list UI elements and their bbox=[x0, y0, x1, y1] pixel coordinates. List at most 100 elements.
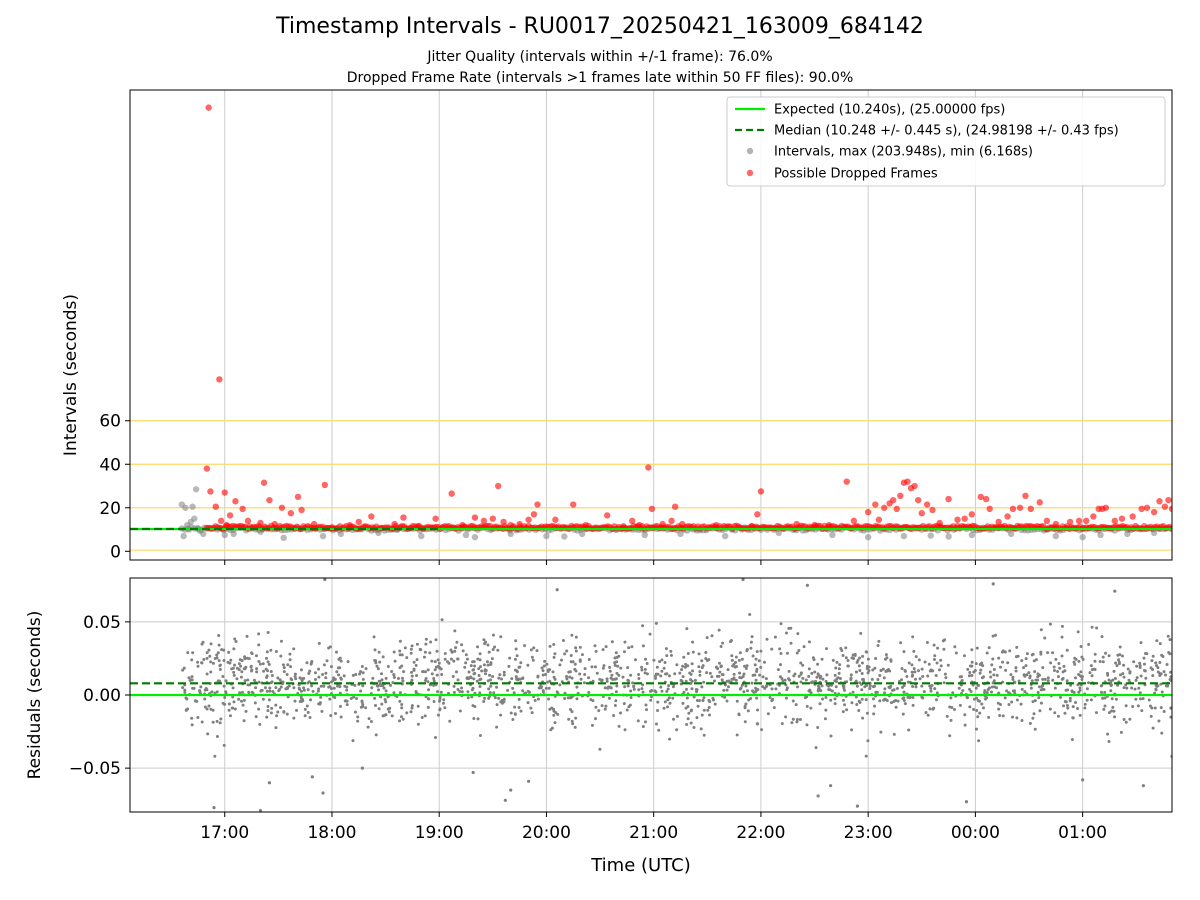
residual-point bbox=[434, 638, 438, 642]
residual-point bbox=[1156, 670, 1160, 674]
residual-point bbox=[353, 710, 357, 714]
residual-point bbox=[765, 637, 769, 641]
residual-point bbox=[755, 667, 759, 671]
residual-point bbox=[473, 664, 477, 668]
residual-point bbox=[600, 704, 604, 708]
residual-point bbox=[1107, 678, 1111, 682]
residual-point bbox=[818, 702, 822, 706]
residual-point bbox=[490, 657, 494, 661]
residual-point bbox=[841, 710, 845, 714]
residual-point bbox=[526, 779, 531, 783]
residual-point bbox=[1103, 696, 1107, 700]
residual-point bbox=[276, 710, 280, 714]
residual-point bbox=[294, 677, 298, 681]
residual-point bbox=[328, 697, 332, 701]
residual-point bbox=[541, 689, 545, 693]
dropped-frame-point bbox=[1118, 515, 1126, 522]
residual-point bbox=[242, 719, 246, 723]
interval-point bbox=[1052, 532, 1060, 540]
dropped-frame-point bbox=[1156, 498, 1163, 505]
residual-point bbox=[650, 689, 654, 693]
residual-point bbox=[208, 654, 212, 658]
residual-point bbox=[566, 696, 570, 700]
residual-point bbox=[299, 689, 303, 693]
residual-point bbox=[614, 699, 618, 703]
residual-point bbox=[821, 677, 825, 681]
residual-point bbox=[292, 686, 296, 690]
residual-point bbox=[963, 723, 967, 727]
residual-point bbox=[605, 679, 609, 683]
residual-point bbox=[719, 665, 723, 669]
residual-point bbox=[476, 657, 480, 661]
residual-point bbox=[185, 697, 189, 701]
residual-point bbox=[1085, 687, 1089, 691]
residual-point bbox=[617, 724, 621, 728]
residual-point bbox=[598, 747, 602, 751]
residual-point bbox=[930, 669, 934, 673]
residual-point bbox=[610, 640, 614, 644]
residual-point bbox=[552, 713, 556, 717]
residual-point bbox=[284, 687, 288, 691]
residual-point bbox=[1122, 675, 1126, 679]
residual-point bbox=[460, 686, 464, 690]
residual-point bbox=[672, 717, 676, 721]
residual-point bbox=[217, 659, 221, 663]
residual-point bbox=[325, 659, 329, 663]
residual-point bbox=[603, 686, 607, 690]
residual-point bbox=[717, 628, 721, 632]
residual-point bbox=[1032, 659, 1036, 663]
residual-point bbox=[1051, 651, 1055, 655]
residual-point bbox=[889, 701, 893, 705]
residual-point bbox=[746, 709, 750, 713]
residual-point bbox=[342, 674, 346, 678]
residual-point bbox=[590, 723, 594, 727]
residual-point bbox=[754, 678, 758, 682]
residual-point bbox=[1073, 662, 1077, 666]
residual-point bbox=[477, 667, 481, 671]
residual-point bbox=[183, 690, 187, 694]
residual-point bbox=[409, 710, 413, 714]
interval-point bbox=[375, 529, 382, 537]
residual-point bbox=[231, 706, 235, 710]
residual-point bbox=[1036, 690, 1040, 694]
residual-point bbox=[974, 727, 978, 731]
residual-point bbox=[1011, 689, 1015, 693]
residual-point bbox=[274, 703, 278, 707]
residual-point bbox=[1046, 676, 1050, 680]
residual-point bbox=[370, 686, 374, 690]
residual-point bbox=[264, 656, 268, 660]
residual-point bbox=[778, 647, 782, 651]
residual-point bbox=[265, 715, 269, 719]
residual-point bbox=[1077, 690, 1081, 694]
residual-point bbox=[1011, 677, 1015, 681]
residual-point bbox=[1142, 656, 1146, 660]
residual-point bbox=[381, 655, 385, 659]
dropped-frame-point bbox=[1090, 513, 1097, 520]
residual-point bbox=[484, 672, 488, 676]
residual-point bbox=[239, 664, 243, 668]
residual-point bbox=[453, 629, 457, 633]
residual-point bbox=[580, 653, 584, 657]
residual-point bbox=[327, 646, 331, 650]
residual-point bbox=[1020, 719, 1024, 723]
residual-point bbox=[683, 665, 687, 669]
residual-point bbox=[305, 704, 309, 708]
residual-point bbox=[823, 717, 827, 721]
residual-point bbox=[844, 646, 848, 650]
residual-point bbox=[228, 714, 232, 718]
residual-point bbox=[1167, 650, 1171, 654]
residual-point bbox=[398, 639, 402, 643]
residual-point bbox=[995, 686, 999, 690]
residual-point bbox=[788, 678, 792, 682]
residual-point bbox=[795, 718, 799, 722]
residual-point bbox=[258, 722, 262, 726]
residual-point bbox=[812, 658, 816, 662]
residual-point bbox=[1169, 706, 1172, 710]
interval-point bbox=[721, 532, 729, 540]
residual-point bbox=[1138, 665, 1142, 669]
legend-entry: Intervals, max (203.948s), min (6.168s) bbox=[774, 145, 1033, 160]
residual-point bbox=[1074, 657, 1078, 661]
residual-point bbox=[791, 717, 795, 721]
residual-point bbox=[1066, 706, 1070, 710]
dropped-frame-point bbox=[977, 493, 984, 501]
